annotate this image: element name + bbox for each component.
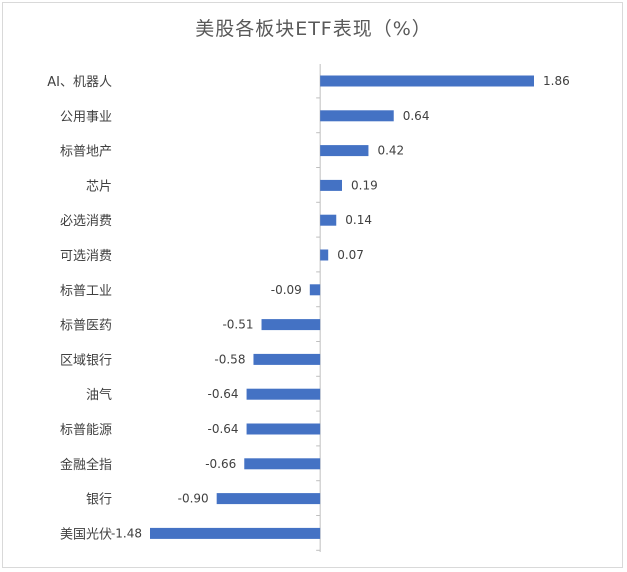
bar	[246, 388, 321, 400]
bar	[320, 179, 342, 191]
bar	[246, 423, 321, 435]
value-label: 0.64	[403, 109, 430, 123]
category-labels-group: AI、机器人公用事业标普地产芯片必选消费可选消费标普工业标普医药区域银行油气标普…	[47, 75, 112, 542]
category-label: 美国光伏	[60, 527, 112, 542]
category-label: 区域银行	[60, 353, 112, 368]
value-label: -0.66	[205, 457, 236, 471]
bar	[253, 353, 321, 365]
category-label: 可选消费	[60, 249, 112, 264]
bar	[216, 493, 321, 505]
value-label: -0.51	[222, 318, 253, 332]
chart-title: 美股各板块ETF表现（%）	[195, 18, 432, 40]
value-label: 0.07	[337, 248, 364, 262]
value-label: 0.19	[351, 178, 378, 192]
value-label: 0.42	[377, 144, 404, 158]
bar	[150, 527, 321, 539]
value-label: 0.14	[345, 213, 372, 227]
value-label: 1.86	[543, 74, 570, 88]
bar	[320, 110, 394, 122]
category-label: 标普地产	[60, 145, 112, 160]
category-label: 银行	[86, 493, 112, 508]
bar	[320, 249, 329, 261]
category-label: 油气	[86, 387, 112, 403]
category-label: 标普能源	[60, 423, 112, 438]
value-label: -0.58	[214, 352, 245, 366]
value-label: -0.64	[208, 387, 239, 401]
value-label: -0.64	[208, 422, 239, 436]
category-label: 必选消费	[60, 214, 112, 229]
bar	[309, 284, 321, 296]
category-label: 公用事业	[60, 110, 112, 125]
value-label: -1.48	[111, 526, 142, 540]
category-label: 芯片	[86, 179, 112, 194]
bar	[320, 75, 534, 87]
value-labels-group: 1.86 0.64 0.42 0.19 0.14 0.07 -0.09 -0.51 -0.58 -…	[111, 74, 570, 540]
value-label: -0.90	[178, 492, 209, 506]
bar	[320, 145, 369, 157]
bar	[244, 458, 321, 470]
value-label: -0.09	[271, 283, 302, 297]
bar	[320, 214, 337, 226]
bars-group	[150, 75, 534, 551]
category-label: AI、机器人	[47, 75, 112, 90]
category-label: 标普工业	[60, 284, 112, 299]
category-label: 标普医药	[60, 319, 112, 334]
category-label: 金融全指	[60, 457, 112, 473]
bar	[261, 319, 321, 331]
